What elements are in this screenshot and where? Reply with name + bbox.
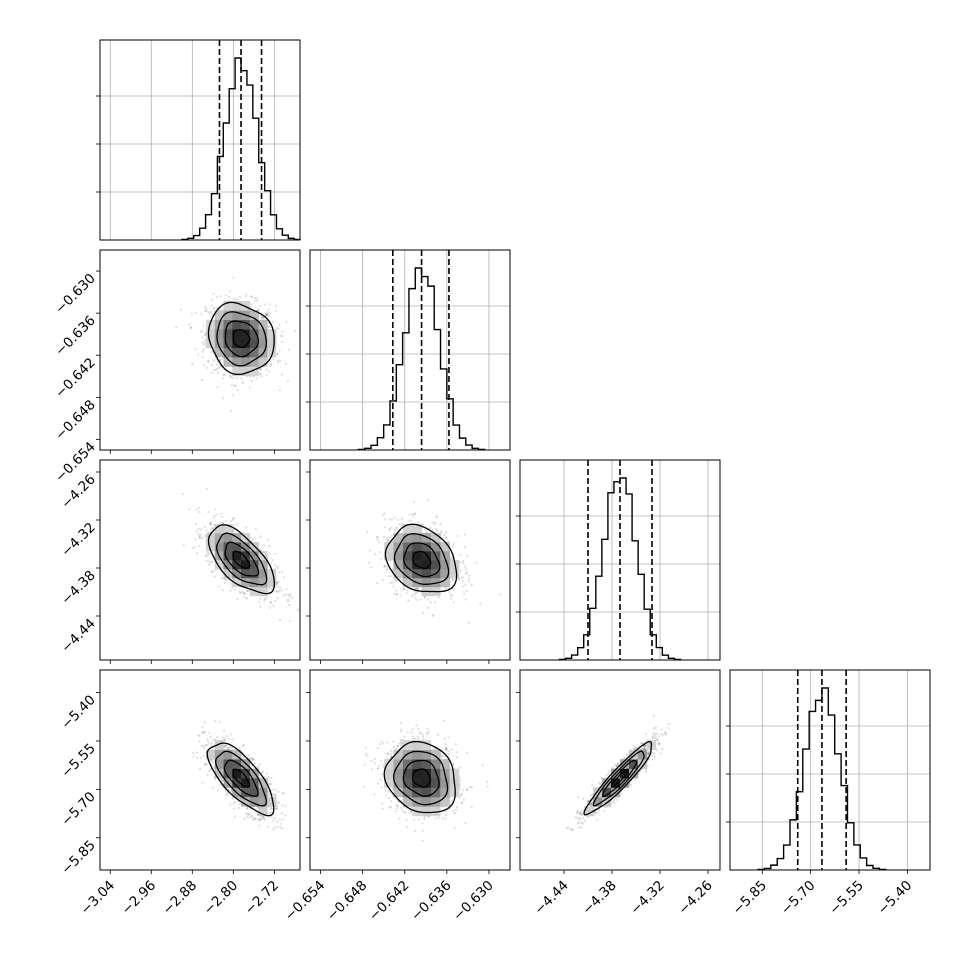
y-tick-label-p2: −4.44 [58,616,99,657]
x-tick-label-p0: −2.72 [242,878,283,919]
x-tick-label-p2: −4.38 [579,878,620,919]
contour-level-2 [393,750,449,806]
contour-level-3 [383,740,456,814]
panel-frame [519,459,721,661]
x-tick-label-p3: −5.55 [826,878,867,919]
y-tick-label-p1: −0.642 [52,355,99,402]
y-tick-label-p3: −5.85 [58,837,99,878]
density-cells [384,740,460,817]
histogram-panel-3 [726,669,931,871]
x-tick-label-p1: −0.642 [366,878,413,925]
x-tick-label-p3: −5.85 [730,878,771,919]
histogram-panel-1 [306,249,511,451]
histogram-panel-0 [96,39,301,241]
contour-level-1 [223,759,259,797]
x-tick-label-p1: −0.630 [450,878,497,925]
contour-level-1 [403,542,441,578]
panel-background [730,670,930,870]
histogram-step-line [181,57,301,241]
x-tick-label-p0: −2.80 [201,878,242,919]
contour-level-3 [207,301,275,376]
x-tick-label-p1: −0.654 [282,878,329,925]
panel-background [100,40,300,240]
contour-level-2 [215,750,267,807]
x-tick-label-p0: −2.88 [160,878,201,919]
x-tick-label-p0: −3.04 [78,878,119,919]
y-tick-label-p1: −0.648 [52,397,99,444]
contour-level-1 [224,320,259,358]
y-tick-label-p3: −5.40 [58,692,99,733]
contour-level-2 [592,750,645,807]
contour-level-2 [216,532,268,586]
contour-level-3 [207,524,275,595]
contour-level-3 [384,523,458,593]
contour-level-1 [402,759,440,797]
panel-frame [309,669,511,871]
panel-background [310,250,510,450]
scatter-panel-3-2 [516,669,721,874]
x-tick-label-p3: −5.40 [875,878,916,919]
scatter-panel-2-1 [306,459,511,664]
scatter-panel-3-1 [306,669,511,874]
histogram-panel-2 [516,459,721,661]
scatter-panel-3-0 [96,669,301,874]
contour-level-0 [232,550,251,569]
y-tick-label-p1: −0.636 [52,313,99,360]
y-tick-label-p2: −4.32 [58,520,99,561]
panel-frame [309,459,511,661]
x-tick-label-p2: −4.32 [627,878,668,919]
scatter-panel-1-0 [96,249,301,454]
x-tick-label-p1: −0.648 [324,878,371,925]
x-tick-label-p0: −2.96 [119,878,160,919]
contour-level-2 [216,311,267,367]
panel-frame [309,249,511,451]
panel-frame [99,669,301,871]
panel-frame [99,249,301,451]
x-tick-label-p2: −4.26 [675,878,716,919]
scatter-panel-2-0 [96,459,301,664]
panel-frame [519,669,721,871]
y-tick-label-p1: −0.630 [52,271,99,318]
y-tick-label-p2: −4.38 [58,568,99,609]
x-tick-label-p3: −5.70 [778,878,819,919]
contour-level-3 [206,742,275,817]
contour-level-0 [232,329,251,349]
y-tick-label-p3: −5.70 [58,789,99,830]
contour-level-0 [412,768,431,788]
y-tick-label-p3: −5.55 [58,740,99,781]
x-tick-label-p2: −4.44 [531,878,572,919]
contour-level-3 [583,740,653,816]
panel-frame [729,669,931,871]
contour-level-0 [610,768,629,788]
histogram-step-line [757,687,887,871]
panel-frame [99,459,301,661]
contour-level-1 [602,760,638,798]
contour-level-1 [224,541,260,577]
x-tick-label-p1: −0.636 [408,878,455,925]
contour-level-0 [412,550,432,570]
panel-frame [99,39,301,241]
panel-background [100,460,300,660]
contour-level-2 [393,533,450,585]
contour-level-0 [232,768,251,788]
panel-background [100,670,300,870]
